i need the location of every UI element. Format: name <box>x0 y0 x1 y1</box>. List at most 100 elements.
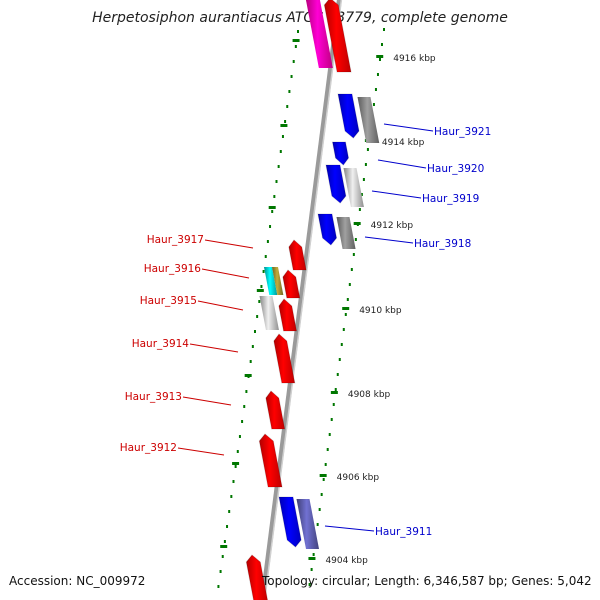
blue-gene-3911 <box>278 496 302 548</box>
red-gene-3915 <box>278 298 298 332</box>
scale-tick <box>376 55 384 58</box>
scale-dot-left <box>251 345 254 348</box>
scale-dot-left <box>253 330 256 333</box>
scale-dot-left <box>232 480 235 483</box>
scale-label: 4914 kbp <box>382 138 425 148</box>
scale-dot-right <box>322 478 325 481</box>
leader-line <box>383 123 434 132</box>
scale-dot-right <box>348 283 351 286</box>
gene-label-haur_3917: Haur_3917 <box>147 234 204 246</box>
scale-dot-right <box>354 238 357 241</box>
scale-dot-right <box>372 103 375 106</box>
scale-tick <box>319 474 327 477</box>
scale-dot-right <box>328 433 331 436</box>
magenta-feature <box>305 0 333 68</box>
scale-dot-left <box>249 360 252 363</box>
scale-dot-right <box>318 508 321 511</box>
scale-dot-left <box>243 405 246 408</box>
scale-dot-right <box>374 88 377 91</box>
genome-backbone-highlight <box>263 0 343 600</box>
scale-dot-left <box>223 540 226 543</box>
red-gene-bottom <box>245 554 269 600</box>
scale-tick-minor <box>244 374 252 377</box>
scale-tick <box>353 222 361 225</box>
gene-label-haur_3913: Haur_3913 <box>125 391 182 403</box>
scale-dot-right <box>366 148 369 151</box>
gene-label-haur_3914: Haur_3914 <box>132 338 190 350</box>
gene-label-haur_3915: Haur_3915 <box>140 295 197 307</box>
leader-line <box>201 268 250 279</box>
scale-label: 4904 kbp <box>325 556 368 566</box>
scale-dot-right <box>336 373 339 376</box>
scale-dot-right <box>376 73 379 76</box>
scale-dot-right <box>362 178 365 181</box>
scale-dot-left <box>228 510 231 513</box>
scale-dot-left <box>236 450 239 453</box>
scale-dot-left <box>241 420 244 423</box>
leader-line <box>182 396 232 406</box>
scale-dot-left <box>245 390 248 393</box>
scale-dot-right <box>346 298 349 301</box>
gene-label-haur_3912: Haur_3912 <box>120 442 177 454</box>
scale-dot-left <box>292 60 295 63</box>
olive-feature-3916 <box>272 267 284 295</box>
scale-dot-right <box>360 193 363 196</box>
scale-dot-right <box>344 313 347 316</box>
scale-dot-right <box>320 493 323 496</box>
scale-tick <box>342 307 350 310</box>
scale-dot-left <box>297 30 299 33</box>
accession-text: Accession: NC_009972 <box>9 574 146 588</box>
scale-dot-left <box>275 180 278 183</box>
scale-dot-right <box>324 463 327 466</box>
scale-label: 4910 kbp <box>359 306 402 316</box>
scale-tick-minor <box>292 39 300 42</box>
scale-dot-left <box>290 75 293 78</box>
scale-dot-right <box>332 403 335 406</box>
red-gene-3914 <box>273 333 296 384</box>
genome-summary-text: Topology: circular; Length: 6,346,587 bp… <box>262 574 592 588</box>
scale-dot-right <box>383 28 385 31</box>
scale-dot-right <box>342 328 345 331</box>
map-title: Herpetosiphon aurantiacus ATCC 23779, co… <box>92 10 508 26</box>
leader-line <box>371 190 422 199</box>
blue-gene-3918 <box>317 213 338 246</box>
scale-dot-left <box>284 120 287 123</box>
leader-line <box>364 236 414 244</box>
scale-dot-left <box>294 45 297 48</box>
scale-dot-right <box>358 208 361 211</box>
leader-line <box>204 239 254 249</box>
red-gene-3916 <box>282 269 301 299</box>
scale-dot-right <box>340 343 343 346</box>
scale-dot-right <box>352 253 355 256</box>
scale-label: 4916 kbp <box>393 54 436 64</box>
scale-dot-right <box>364 163 367 166</box>
gray-feature-3921 <box>357 97 380 143</box>
scale-dot-right <box>308 583 311 586</box>
gene-label-haur_3920: Haur_3920 <box>427 163 484 175</box>
scale-dot-left <box>219 570 222 573</box>
scale-dot-left <box>266 240 269 243</box>
gene-label-haur_3916: Haur_3916 <box>144 263 202 275</box>
leader-line <box>177 447 225 456</box>
lightgray-feature-3919 <box>343 168 364 207</box>
leader-line <box>377 159 427 169</box>
scale-dot-right <box>334 388 337 391</box>
scale-dot-left <box>221 555 224 558</box>
scale-dot-left <box>288 90 291 93</box>
gene-label-haur_3911: Haur_3911 <box>375 526 432 538</box>
scale-tick-minor <box>256 289 264 292</box>
scale-dot-left <box>234 465 237 468</box>
scale-dot-left <box>262 270 265 273</box>
scale-label: 4908 kbp <box>348 390 391 400</box>
gray-feature-3918 <box>336 217 356 249</box>
scale-dot-left <box>256 315 259 318</box>
scale-dot-right <box>378 58 381 61</box>
scale-dot-left <box>264 255 267 258</box>
scale-dot-left <box>238 435 241 438</box>
scale-tick <box>330 391 338 394</box>
gene-label-haur_3918: Haur_3918 <box>414 238 471 250</box>
scale-dot-right <box>380 43 383 46</box>
blue-gene-3921 <box>337 93 360 139</box>
red-gene-3912 <box>258 433 283 488</box>
scale-label: 4906 kbp <box>337 473 380 483</box>
